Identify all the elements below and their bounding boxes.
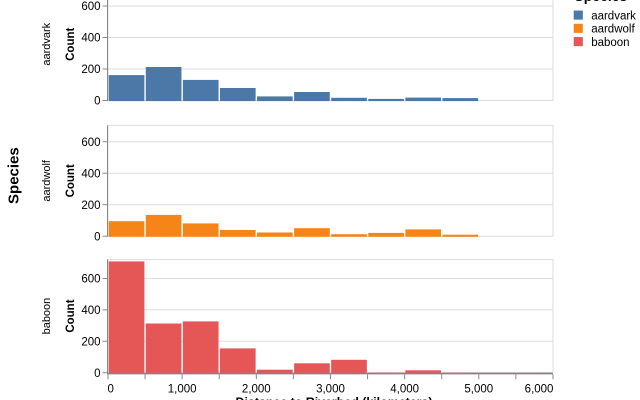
svg-text:Species: Species bbox=[574, 0, 627, 4]
svg-text:Count: Count bbox=[65, 27, 77, 60]
svg-text:0: 0 bbox=[108, 383, 114, 395]
svg-text:600: 600 bbox=[81, 137, 100, 149]
svg-text:600: 600 bbox=[81, 274, 100, 286]
svg-text:Distance to Riverbed (kilomete: Distance to Riverbed (kilometers) bbox=[236, 395, 433, 400]
svg-text:Species: Species bbox=[6, 147, 23, 204]
svg-text:2,000: 2,000 bbox=[242, 383, 271, 395]
svg-text:4,000: 4,000 bbox=[390, 383, 419, 395]
svg-text:aardvark: aardvark bbox=[41, 22, 53, 65]
svg-text:200: 200 bbox=[81, 336, 100, 348]
svg-text:5,000: 5,000 bbox=[464, 383, 493, 395]
svg-text:Count: Count bbox=[65, 164, 77, 197]
svg-text:baboon: baboon bbox=[591, 37, 629, 49]
svg-text:aardwolf: aardwolf bbox=[41, 159, 53, 202]
svg-text:aardwolf: aardwolf bbox=[591, 23, 635, 35]
svg-text:0: 0 bbox=[94, 231, 100, 243]
svg-text:0: 0 bbox=[94, 96, 100, 108]
svg-text:3,000: 3,000 bbox=[316, 383, 345, 395]
svg-text:400: 400 bbox=[81, 33, 100, 45]
svg-text:1,000: 1,000 bbox=[168, 383, 197, 395]
svg-text:600: 600 bbox=[81, 1, 100, 13]
svg-text:baboon: baboon bbox=[41, 298, 53, 335]
svg-text:aardvark: aardvark bbox=[591, 10, 636, 22]
svg-text:200: 200 bbox=[81, 64, 100, 76]
svg-text:6,000: 6,000 bbox=[525, 383, 554, 395]
svg-text:Count: Count bbox=[65, 299, 77, 332]
svg-text:200: 200 bbox=[81, 200, 100, 212]
svg-text:400: 400 bbox=[81, 168, 100, 180]
svg-text:400: 400 bbox=[81, 305, 100, 317]
svg-text:0: 0 bbox=[94, 368, 100, 380]
